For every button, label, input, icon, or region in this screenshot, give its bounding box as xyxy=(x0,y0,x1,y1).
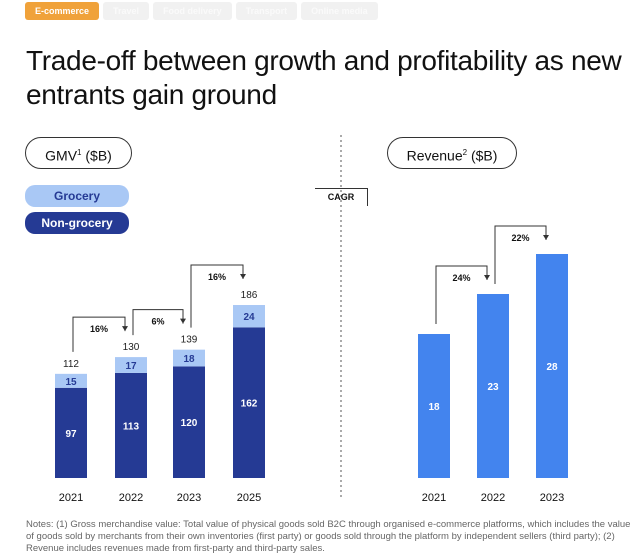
revenue-title-text: Revenue xyxy=(406,147,463,164)
chart-canvas: 97 15 112 2021 113 17 130 2022 120 18 139 2023 162 24… xyxy=(55,135,568,504)
revenue-unit: ($B) xyxy=(470,147,498,164)
total-label: 186 xyxy=(241,290,258,301)
tab-transport[interactable]: Transport xyxy=(235,2,298,20)
x-tick-label: 2022 xyxy=(119,492,143,504)
tab-travel[interactable]: Travel xyxy=(103,2,150,20)
cagr-value: 16% xyxy=(208,272,226,282)
bar-grocery xyxy=(173,349,205,367)
bar-grocery xyxy=(115,357,147,373)
value-label-non-grocery: 113 xyxy=(123,421,140,432)
cagr-arrow-icon xyxy=(180,318,186,324)
value-label-revenue: 28 xyxy=(546,362,558,373)
cagr-connector xyxy=(435,265,488,324)
x-tick-label: 2025 xyxy=(237,492,261,504)
gmv-title-text: GMV xyxy=(45,147,78,164)
gmv-unit: ($B) xyxy=(85,147,112,164)
x-tick-label: 2021 xyxy=(422,492,446,504)
bar-revenue xyxy=(477,294,509,478)
bar-revenue xyxy=(418,334,450,478)
total-label: 130 xyxy=(123,342,140,353)
cagr-connector xyxy=(494,225,547,284)
cagr-arrow-icon xyxy=(543,235,549,240)
tab-bar: E-commerce Travel Food delivery Transpor… xyxy=(25,2,378,20)
cagr-arrow-icon xyxy=(484,275,490,280)
page-title: Trade-off between growth and profitabili… xyxy=(26,45,622,110)
legend-non-grocery: Non-grocery xyxy=(25,212,129,234)
bar-grocery xyxy=(55,373,87,388)
bar-grocery xyxy=(233,305,265,328)
bar-non-grocery xyxy=(233,327,265,478)
legend-grocery: Grocery xyxy=(25,185,129,207)
value-label-non-grocery: 162 xyxy=(241,399,258,410)
x-tick-label: 2023 xyxy=(177,492,201,504)
cagr-connector xyxy=(190,264,244,328)
x-tick-label: 2023 xyxy=(540,492,564,504)
value-label-grocery: 17 xyxy=(125,361,137,372)
x-tick-label: 2021 xyxy=(59,492,83,504)
cagr-arrow-icon xyxy=(122,326,128,332)
total-label: 112 xyxy=(63,359,79,370)
cagr-arrow-icon xyxy=(240,274,246,280)
value-label-grocery: 24 xyxy=(243,312,255,323)
bar-non-grocery xyxy=(55,387,87,478)
cagr-connector xyxy=(132,309,184,336)
cagr-connector xyxy=(72,316,126,352)
cagr-value: 22% xyxy=(511,233,529,243)
bar-revenue xyxy=(536,254,568,478)
tab-online-media[interactable]: Online media xyxy=(301,2,378,20)
total-label: 139 xyxy=(181,335,198,346)
value-label-revenue: 23 xyxy=(487,382,499,393)
cagr-value: 16% xyxy=(90,324,108,334)
revenue-footnote-ref: 2 xyxy=(462,148,468,157)
value-label-grocery: 15 xyxy=(65,377,77,388)
gmv-footnote-ref: 1 xyxy=(77,148,82,157)
value-label-grocery: 18 xyxy=(183,354,195,365)
tab-ecommerce[interactable]: E-commerce xyxy=(25,2,100,20)
footnotes: Notes: (1) Gross merchandise value: Tota… xyxy=(26,519,631,554)
x-tick-label: 2022 xyxy=(481,492,505,504)
tab-food-delivery[interactable]: Food delivery xyxy=(153,2,232,20)
cagr-value: 24% xyxy=(452,273,470,283)
value-label-non-grocery: 97 xyxy=(65,429,77,440)
revenue-chart-title: Revenue2 ($B) xyxy=(387,137,517,169)
bar-non-grocery xyxy=(173,366,205,478)
value-label-non-grocery: 120 xyxy=(181,418,198,429)
bar-non-grocery xyxy=(115,372,147,478)
value-label-revenue: 18 xyxy=(428,402,440,413)
gmv-chart-title: GMV1 ($B) xyxy=(25,137,132,169)
cagr-value: 6% xyxy=(151,317,164,327)
